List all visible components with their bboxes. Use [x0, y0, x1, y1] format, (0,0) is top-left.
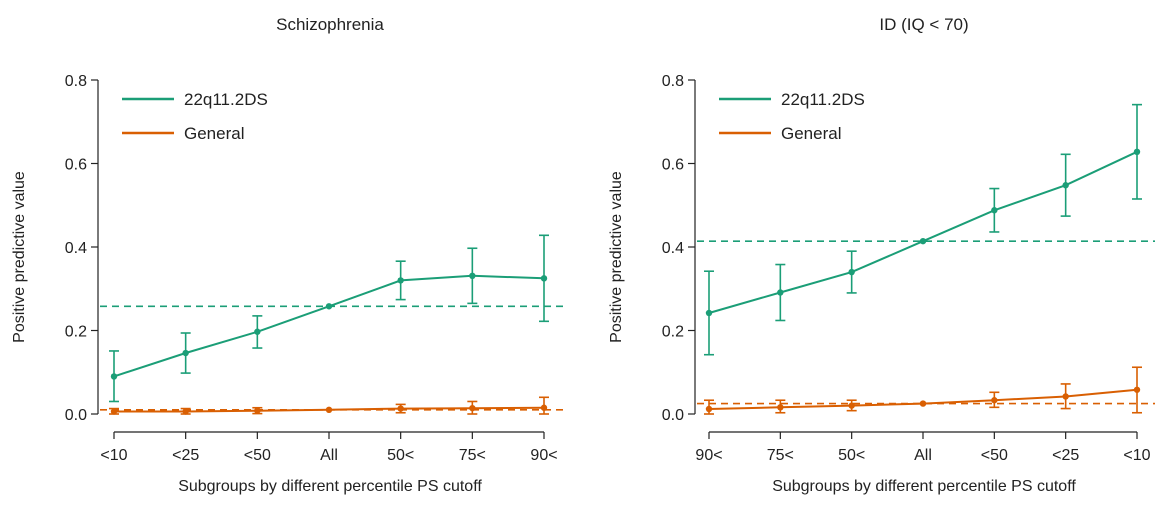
- y-tick-label: 0.8: [662, 73, 684, 90]
- data-point: [469, 404, 476, 412]
- data-point: [1133, 148, 1141, 156]
- x-tick-label: 50<: [838, 447, 865, 464]
- x-tick-label: <10: [1123, 447, 1150, 464]
- data-point: [991, 397, 998, 404]
- data-point: [469, 272, 476, 280]
- x-tick-label: <50: [244, 447, 271, 464]
- data-point: [397, 405, 404, 412]
- data-point: [110, 373, 118, 380]
- data-point: [254, 328, 261, 335]
- legend-label: General: [184, 124, 244, 143]
- series-line: [708, 150, 1138, 314]
- y-tick-label: 0.0: [662, 407, 684, 424]
- x-tick-label: <10: [100, 447, 127, 464]
- data-point: [325, 406, 333, 414]
- y-tick-label: 0.6: [65, 157, 87, 174]
- x-tick-label: 75<: [459, 447, 486, 464]
- x-tick-label: <25: [172, 447, 199, 464]
- data-point: [540, 275, 548, 282]
- data-point: [705, 405, 713, 413]
- legend-label: 22q11.2DS: [781, 90, 865, 109]
- x-tick-label: 75<: [767, 447, 794, 464]
- data-point: [254, 407, 261, 414]
- x-tick-label: <25: [1052, 447, 1079, 464]
- series-line: [113, 274, 545, 378]
- data-point: [705, 309, 713, 317]
- data-point: [182, 349, 189, 357]
- data-point: [919, 237, 927, 245]
- y-axis-label: Positive predictive value: [608, 171, 625, 343]
- y-tick-label: 0.4: [65, 240, 87, 257]
- chart-title: ID (IQ < 70): [879, 15, 968, 34]
- x-axis-label: Subgroups by different percentile PS cut…: [772, 478, 1076, 495]
- x-tick-label: 90<: [695, 447, 722, 464]
- chart-title: Schizophrenia: [276, 15, 384, 34]
- x-tick-label: 90<: [530, 447, 557, 464]
- data-point: [397, 277, 404, 284]
- data-point: [991, 207, 998, 214]
- y-tick-label: 0.2: [662, 324, 684, 341]
- data-point: [777, 289, 784, 296]
- data-point: [540, 404, 548, 411]
- x-tick-label: 50<: [387, 447, 414, 464]
- data-point: [1062, 182, 1069, 189]
- data-point: [777, 404, 784, 411]
- data-point: [848, 402, 855, 409]
- y-tick-label: 0.0: [65, 407, 87, 424]
- y-tick-label: 0.4: [662, 240, 684, 257]
- data-point: [848, 268, 855, 276]
- data-point: [1062, 393, 1069, 400]
- legend-label: General: [781, 124, 841, 143]
- x-axis-label: Subgroups by different percentile PS cut…: [178, 478, 482, 495]
- data-point: [919, 400, 927, 407]
- x-tick-label: All: [320, 447, 338, 464]
- x-tick-label: All: [914, 447, 932, 464]
- y-tick-label: 0.6: [662, 157, 684, 174]
- x-tick-label: <50: [981, 447, 1008, 464]
- data-point: [182, 408, 189, 415]
- data-point: [325, 303, 333, 310]
- data-point: [110, 408, 118, 415]
- legend-label: 22q11.2DS: [184, 90, 268, 109]
- y-tick-label: 0.8: [65, 73, 87, 90]
- data-point: [1133, 386, 1141, 393]
- y-axis-label: Positive predictive value: [11, 171, 28, 343]
- y-tick-label: 0.2: [65, 324, 87, 341]
